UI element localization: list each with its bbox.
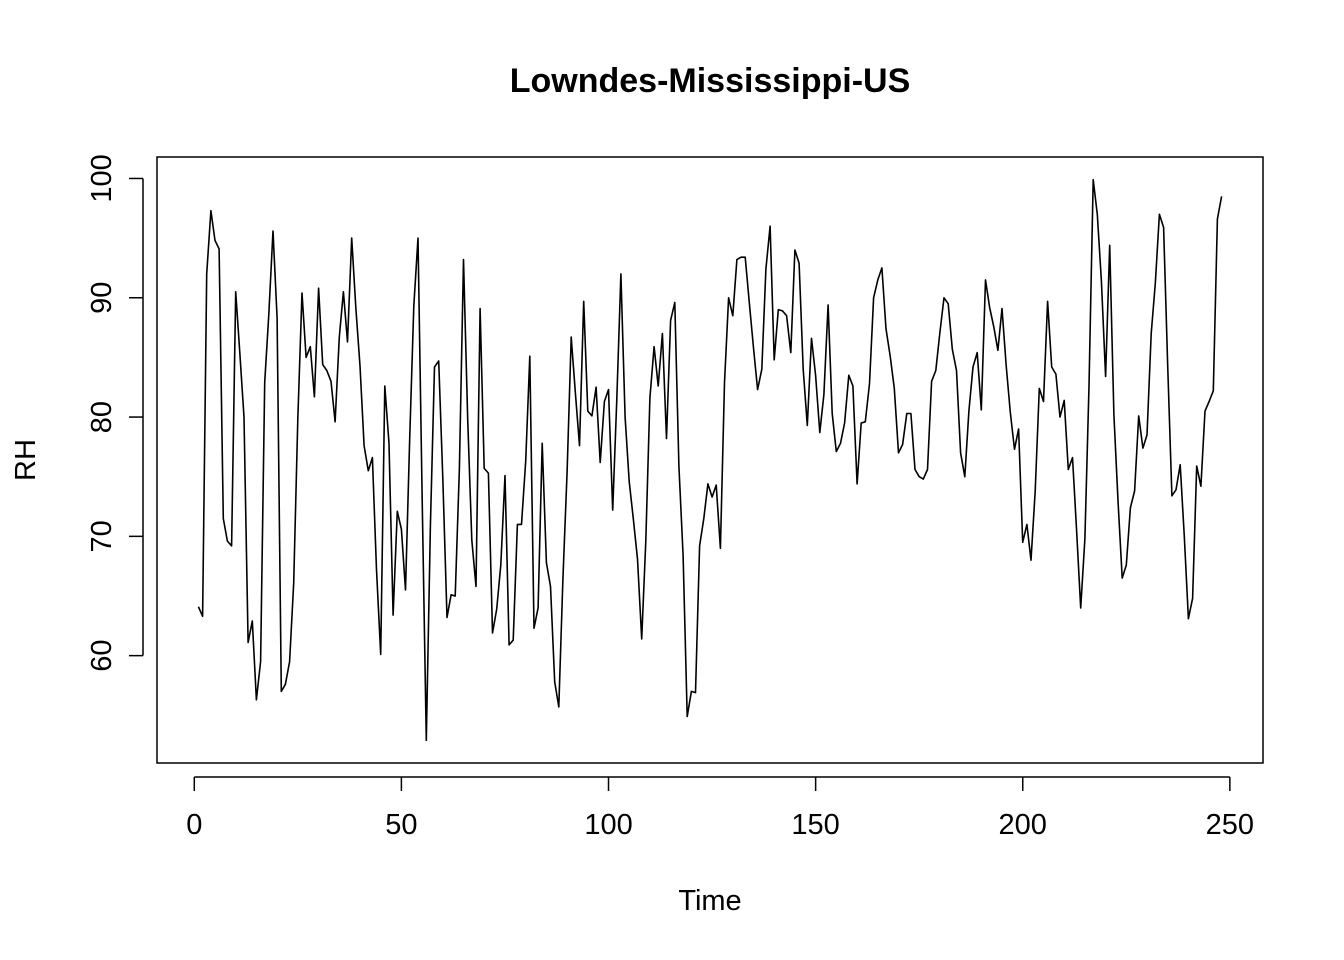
x-tick-label: 50 [385, 809, 417, 841]
x-tick-label: 250 [1206, 809, 1254, 841]
y-axis: 60 70 80 90 100 [86, 154, 144, 672]
rh-series-line [197, 178, 1223, 742]
x-tick-label: 200 [999, 809, 1047, 841]
x-tick-label: 150 [791, 809, 839, 841]
plot-area-frame [156, 156, 1264, 764]
y-tick-label: 90 [86, 282, 118, 314]
y-tick-label: 100 [86, 154, 118, 202]
x-axis-label: Time [678, 885, 741, 917]
y-axis-label: RH [10, 439, 42, 481]
x-tick-label: 100 [584, 809, 632, 841]
y-tick-label: 80 [86, 401, 118, 433]
x-tick-label: 0 [186, 809, 202, 841]
y-tick-label: 60 [86, 640, 118, 672]
y-tick-label: 70 [86, 520, 118, 552]
chart-title: Lowndes-Mississippi-US [510, 62, 911, 100]
x-axis: 0 50 100 150 200 250 [186, 776, 1254, 841]
